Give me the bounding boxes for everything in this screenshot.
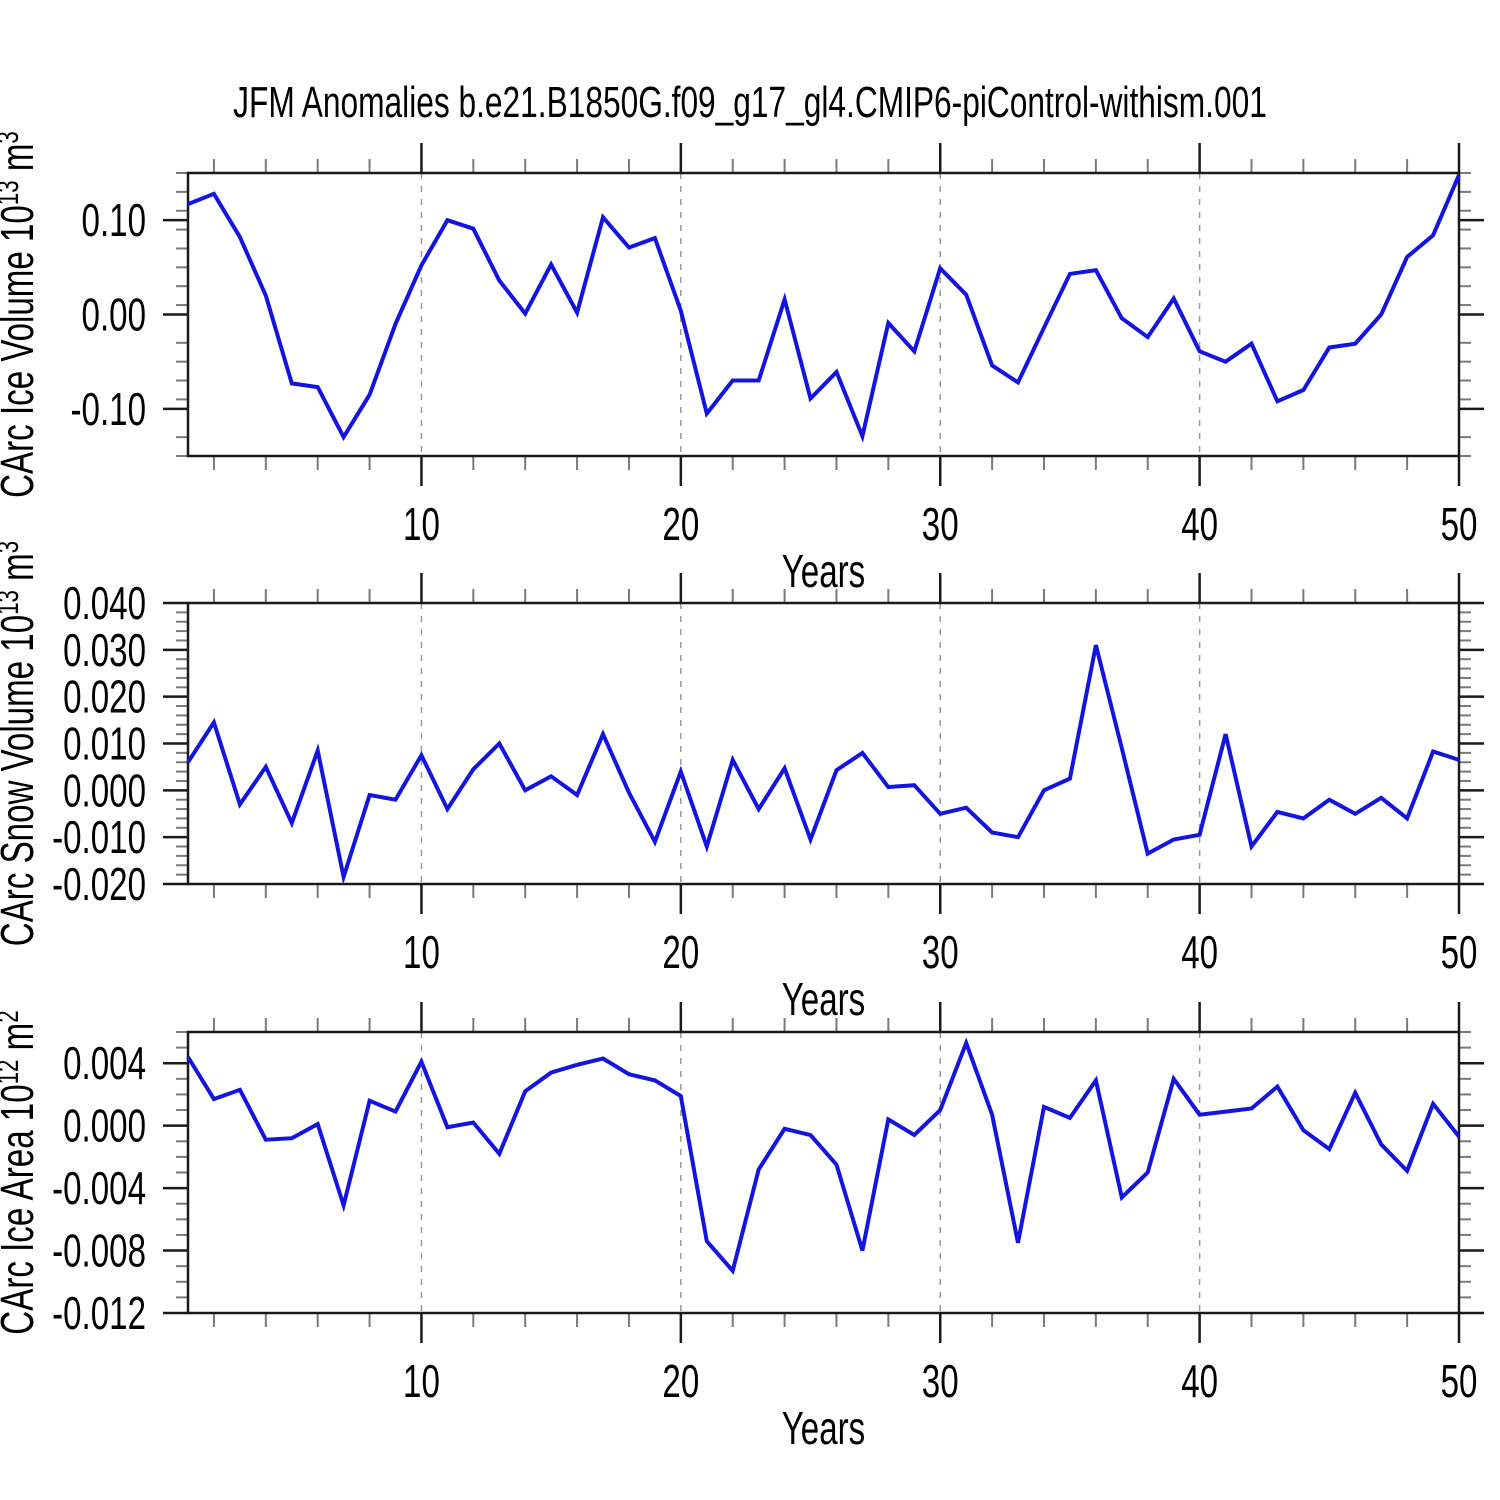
y-tick-label: -0.010	[52, 813, 146, 863]
y-tick-label: -0.012	[52, 1289, 146, 1339]
plot-frame	[186, 1030, 1461, 1315]
y-tick-label: 0.004	[63, 1039, 146, 1089]
x-tick-label: 20	[662, 928, 699, 978]
y-axis-title: CArc Snow Volume 1013 m3	[0, 541, 43, 946]
y-tick-label: 0.000	[63, 1101, 146, 1151]
panel-carc-ice-volume: 10 20 30 40 50 0.10 0.00 -0.10 Years CArc Ice Vol…	[0, 131, 1484, 597]
plot-frame	[186, 171, 1461, 458]
y-tick-label: 0.000	[63, 766, 146, 816]
data-line-carc-ice-volume	[187, 174, 1461, 443]
x-tick-label: 50	[1441, 928, 1478, 978]
x-tick-label: 50	[1441, 1357, 1478, 1407]
y-tick-label: -0.008	[52, 1226, 146, 1276]
x-axis-title: Years	[782, 547, 865, 597]
plot-frame	[186, 601, 1461, 886]
y-tick-label: 0.10	[82, 196, 146, 246]
y-axis-title: CArc Ice Area 1012 m2	[0, 1010, 43, 1334]
panel-carc-ice-area: 10 20 30 40 50 0.004 0.000 -0.004 -0.008 -0.012 Ye…	[0, 1002, 1484, 1454]
y-tick-label: -0.004	[52, 1164, 146, 1214]
data-line-carc-ice-area	[186, 1037, 1461, 1275]
y-tick-label: -0.020	[52, 860, 146, 910]
x-tick-label: 30	[922, 1357, 959, 1407]
x-tick-label: 20	[662, 500, 699, 550]
y-tick-label: -0.10	[71, 385, 146, 435]
x-axis-title: Years	[782, 1404, 865, 1454]
y-tick-label: 0.020	[63, 672, 146, 722]
x-tick-label: 40	[1181, 500, 1218, 550]
x-tick-label: 30	[922, 928, 959, 978]
x-tick-label: 10	[403, 1357, 440, 1407]
x-tick-label: 40	[1181, 1357, 1218, 1407]
y-tick-label: 0.010	[63, 719, 146, 769]
data-line-carc-snow-volume	[186, 644, 1460, 885]
x-tick-label: 10	[403, 500, 440, 550]
x-tick-label: 20	[662, 1357, 699, 1407]
x-tick-label: 30	[922, 500, 959, 550]
x-axis-title: Years	[782, 975, 865, 1025]
y-tick-label: 0.030	[63, 626, 146, 676]
y-tick-label: 0.040	[63, 579, 146, 629]
y-axis-title: CArc Ice Volume 1013 m3	[0, 131, 43, 498]
x-tick-label: 50	[1441, 500, 1478, 550]
y-tick-label: 0.00	[82, 290, 146, 340]
chart-title: JFM Anomalies b.e21.B1850G.f09_g17_gl4.C…	[233, 78, 1267, 127]
x-tick-label: 10	[403, 928, 440, 978]
x-tick-label: 40	[1181, 928, 1218, 978]
panel-carc-snow-volume: 10 20 30 40 50 0.0400.0300.0200.0100.000-0.01…	[0, 541, 1484, 1025]
